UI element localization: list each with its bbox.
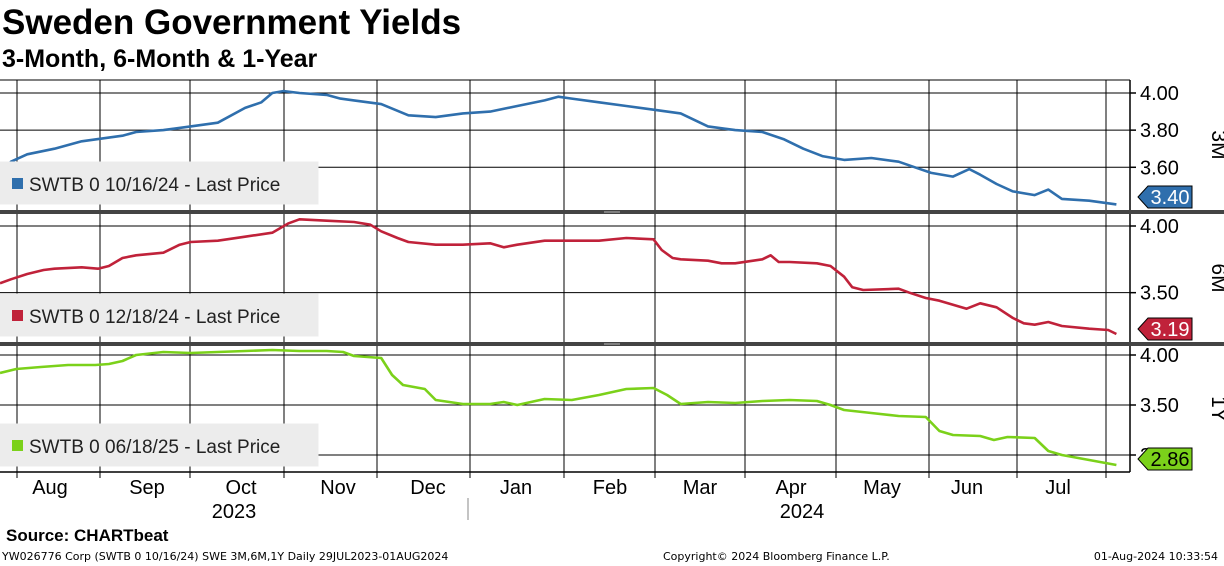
chart-title: Sweden Government Yields bbox=[2, 3, 462, 42]
year-label-2024: 2024 bbox=[780, 501, 825, 520]
xtick-label-aug: Aug bbox=[32, 477, 68, 499]
last-value-tag-3m bbox=[1137, 185, 1193, 209]
xtick-label-feb: Feb bbox=[593, 477, 627, 499]
xtick-label-oct: Oct bbox=[225, 477, 257, 499]
panel-label-3m: 3M bbox=[1207, 130, 1224, 159]
legend-swatch-6m bbox=[12, 310, 23, 321]
xtick-label-dec: Dec bbox=[410, 477, 446, 499]
series-line-6m bbox=[0, 218, 1117, 336]
ytick-label-1y-0: 4.00 bbox=[1140, 345, 1179, 367]
panel-label-6m: 6M bbox=[1207, 263, 1224, 292]
xtick-label-nov: Nov bbox=[320, 477, 356, 499]
ytick-label-3m-2: 3.60 bbox=[1140, 157, 1179, 179]
legend-swatch-1y bbox=[12, 440, 23, 451]
legend-box-3m bbox=[0, 161, 319, 205]
xtick-label-may: May bbox=[863, 477, 901, 499]
legend-swatch-3m bbox=[12, 178, 23, 189]
ytick-label-6m-0: 4.00 bbox=[1140, 216, 1179, 238]
footer-ticker: YW026776 Corp (SWTB 0 10/16/24) SWE 3M,6… bbox=[2, 550, 449, 563]
chart-area: 4.00 3.80 3.60 SWTB 0 10/16/24 - Last Price… bbox=[0, 79, 1224, 520]
chart-subtitle: 3-Month, 6-Month & 1-Year bbox=[2, 45, 318, 73]
legend-label-1y: SWTB 0 06/18/25 - Last Price bbox=[29, 437, 280, 458]
legend-label-6m: SWTB 0 12/18/24 - Last Price bbox=[29, 307, 280, 328]
ytick-label-3m-0: 4.00 bbox=[1140, 83, 1179, 105]
xtick-label-apr: Apr bbox=[775, 477, 806, 499]
xtick-label-jul: Jul bbox=[1045, 477, 1071, 499]
xtick-label-sep: Sep bbox=[129, 477, 165, 499]
legend-box-1y bbox=[0, 423, 319, 467]
footer-timestamp: 01-Aug-2024 10:33:54 bbox=[1093, 550, 1218, 563]
series-line-1y bbox=[0, 348, 1117, 467]
xtick-label-jun: Jun bbox=[951, 477, 983, 499]
panel-label-1y: 1Y bbox=[1207, 396, 1224, 422]
legend-label-3m: SWTB 0 10/16/24 - Last Price bbox=[29, 175, 280, 196]
last-value-tag-1y bbox=[1137, 447, 1193, 471]
last-value-3m: 3.40 bbox=[1151, 187, 1190, 209]
legend-box-6m bbox=[0, 293, 319, 337]
source-label: Source: CHARTbeat bbox=[6, 526, 169, 545]
footer-copyright: Copyright© 2024 Bloomberg Finance L.P. bbox=[663, 550, 890, 563]
year-label-2023: 2023 bbox=[212, 501, 257, 520]
last-value-1y: 2.86 bbox=[1151, 449, 1190, 471]
last-value-tag-6m bbox=[1137, 317, 1193, 341]
series-line-3m bbox=[0, 89, 1117, 206]
last-value-6m: 3.19 bbox=[1151, 319, 1190, 341]
ytick-label-6m-1: 3.50 bbox=[1140, 283, 1179, 305]
xtick-label-jan: Jan bbox=[500, 477, 532, 499]
ytick-label-1y-1: 3.50 bbox=[1140, 395, 1179, 417]
xtick-label-mar: Mar bbox=[683, 477, 718, 499]
ytick-label-3m-1: 3.80 bbox=[1140, 120, 1179, 142]
